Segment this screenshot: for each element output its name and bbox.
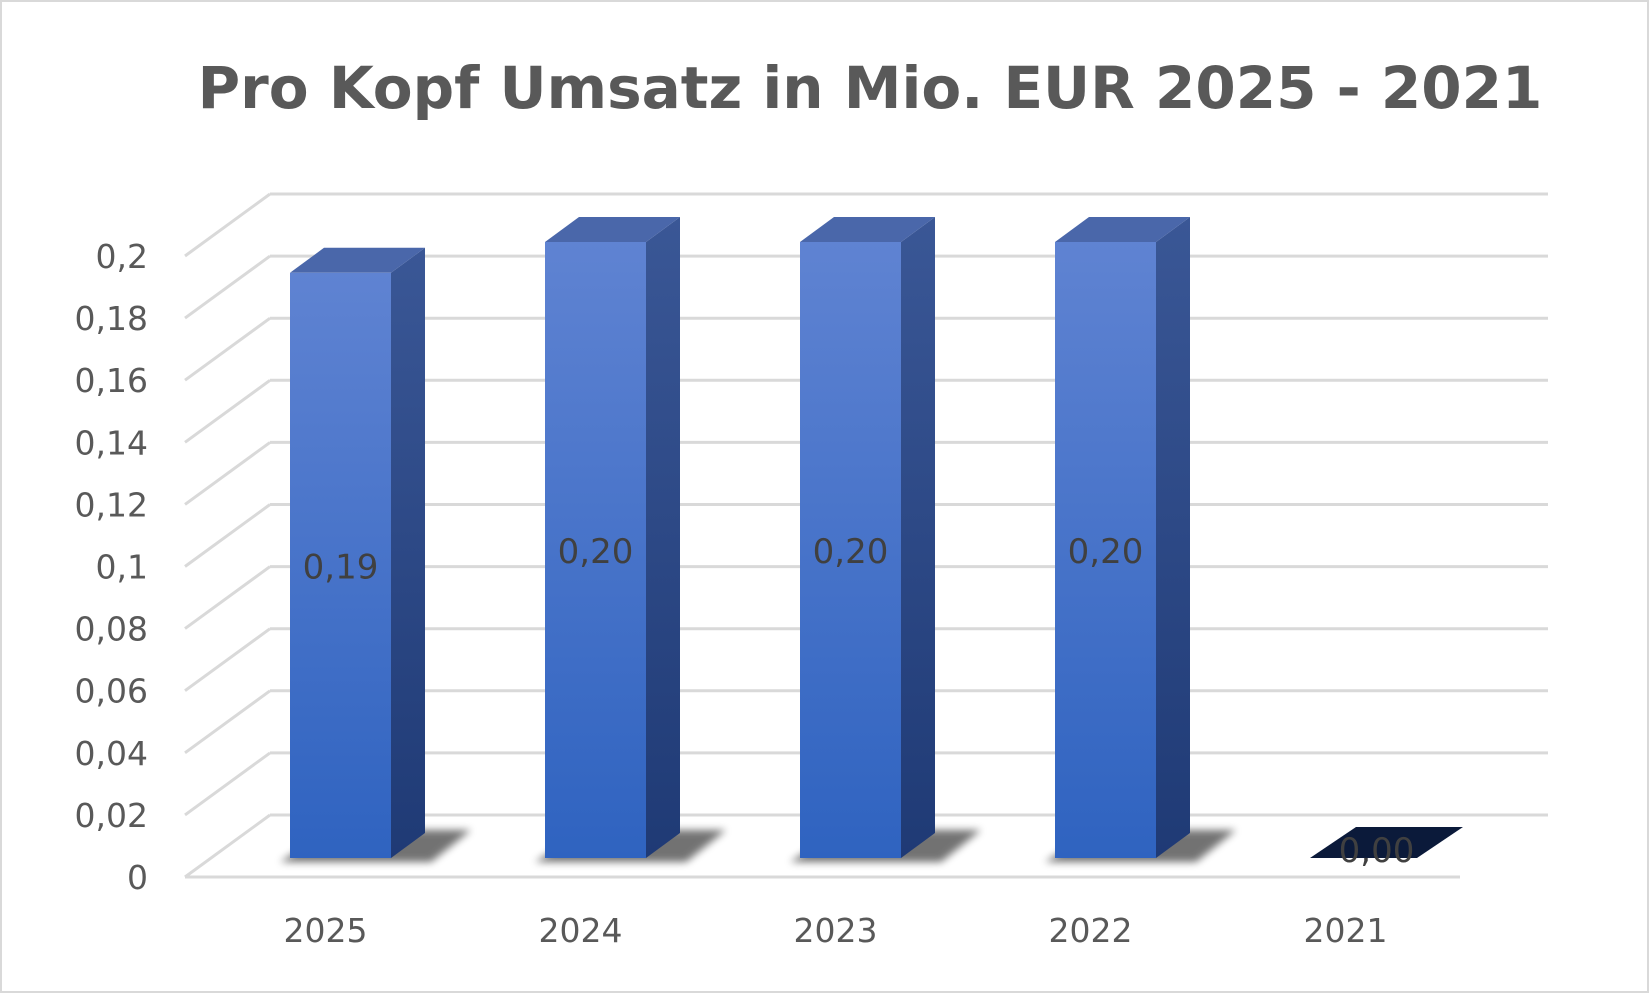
bar-2024: 0,20 <box>535 217 726 862</box>
y-tick-label: 0 <box>127 858 148 897</box>
bar-front-face <box>545 242 646 858</box>
y-tick-label: 0,18 <box>75 299 148 338</box>
bar-2023: 0,20 <box>790 217 981 862</box>
data-label: 0,20 <box>1068 532 1144 572</box>
gridline <box>184 192 1548 258</box>
bar-top-face <box>1055 217 1190 242</box>
bars: 0,19 0,20 0,20 0,20 0,00 <box>280 217 1463 871</box>
bar-front-face <box>290 272 391 858</box>
bar-2025: 0,19 <box>280 247 471 862</box>
y-tick-label: 0,12 <box>75 485 148 524</box>
x-tick-label: 2021 <box>1304 911 1388 950</box>
x-tick-label: 2022 <box>1049 911 1133 950</box>
x-tick-label: 2025 <box>284 911 368 950</box>
y-tick-label: 0,08 <box>75 610 148 649</box>
data-label: 0,00 <box>1339 831 1415 871</box>
bar-zero-face <box>1310 827 1463 858</box>
bar-side-face <box>391 247 425 859</box>
y-tick-label: 0,1 <box>96 548 148 587</box>
data-label: 0,19 <box>303 547 379 587</box>
bar-side-face <box>1156 217 1190 858</box>
data-label: 0,20 <box>558 532 634 572</box>
bar-top-face <box>290 247 425 273</box>
y-tick-label: 0,02 <box>75 796 148 835</box>
bar-front-face <box>800 242 901 858</box>
y-axis-tick-labels: 0 0,02 0,04 0,06 0,08 0,1 0,12 0,14 0,16 0,18 0,2 <box>75 237 148 897</box>
x-axis-tick-labels: 2025 2024 2023 2022 2021 <box>284 911 1388 950</box>
x-tick-label: 2023 <box>794 911 878 950</box>
y-tick-label: 0,14 <box>75 423 148 462</box>
bar-2021: 0,00 <box>1310 827 1463 871</box>
y-tick-label: 0,06 <box>75 672 148 711</box>
y-tick-label: 0,16 <box>75 361 148 400</box>
bar-top-face <box>800 217 935 242</box>
y-tick-label: 0,04 <box>75 734 148 773</box>
bar-front-face <box>1055 242 1156 858</box>
bar-side-face <box>901 217 935 858</box>
bar-side-face <box>646 217 680 858</box>
data-label: 0,20 <box>813 532 889 572</box>
chart-title: Pro Kopf Umsatz in Mio. EUR 2025 - 2021 <box>198 54 1543 122</box>
bar-top-face <box>545 217 680 242</box>
y-tick-label: 0,2 <box>96 237 148 276</box>
bar-2022: 0,20 <box>1045 217 1236 862</box>
x-tick-label: 2024 <box>539 911 623 950</box>
